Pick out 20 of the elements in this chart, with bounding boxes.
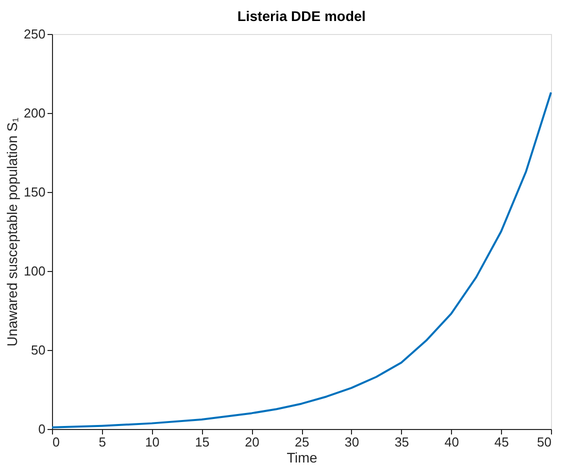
- x-tick-label: 5: [98, 434, 106, 450]
- x-tick-label: 0: [52, 434, 60, 450]
- y-tick-label: 50: [31, 342, 46, 358]
- y-tick-label: 150: [24, 184, 46, 200]
- y-tick-label: 100: [24, 264, 46, 278]
- x-tick-label: 20: [244, 434, 260, 450]
- x-tick-label: 15: [194, 434, 210, 450]
- x-tick-label: 35: [394, 434, 410, 450]
- x-tick-label: 50: [537, 434, 552, 450]
- x-tick-label: 30: [344, 434, 360, 450]
- y-tick-label: 250: [24, 26, 46, 42]
- x-tick-label: 40: [444, 434, 459, 450]
- x-axis-title: Time: [286, 450, 318, 466]
- y-axis-title: Unawared susceptable population S₁: [4, 117, 20, 346]
- x-tick-label: 25: [294, 434, 310, 450]
- y-tick-label: 200: [24, 106, 46, 120]
- y-tick-label: 0: [38, 422, 46, 436]
- chart-title: Listeria DDE model: [237, 8, 366, 24]
- x-tick-label: 10: [145, 434, 160, 450]
- x-tick-label: 45: [494, 434, 509, 450]
